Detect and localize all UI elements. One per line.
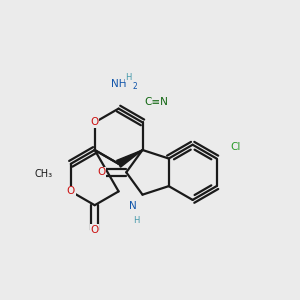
Text: H: H	[125, 73, 132, 82]
Text: C≡N: C≡N	[144, 97, 168, 107]
Polygon shape	[117, 150, 142, 167]
Text: 2: 2	[133, 82, 138, 91]
Text: O: O	[91, 117, 99, 128]
Text: O: O	[91, 225, 99, 235]
Text: N: N	[129, 201, 136, 211]
Text: O: O	[67, 186, 75, 197]
Text: Cl: Cl	[230, 142, 241, 152]
Text: O: O	[97, 167, 106, 177]
Text: CH₃: CH₃	[35, 169, 53, 179]
Text: H: H	[133, 216, 140, 225]
Text: NH: NH	[111, 79, 126, 89]
